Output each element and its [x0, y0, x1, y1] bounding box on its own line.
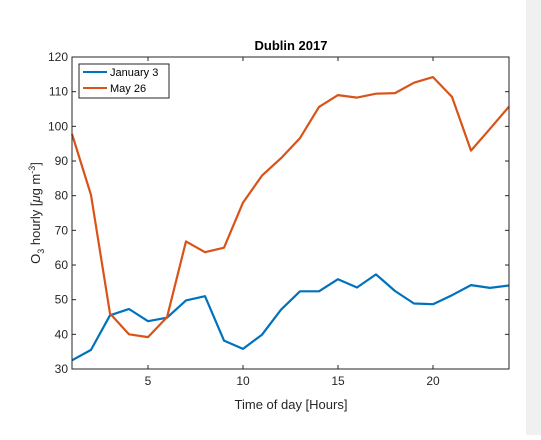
legend-box: [78, 63, 170, 99]
y-tick-label-50: 50: [55, 293, 69, 307]
y-tick-label-100: 100: [48, 119, 68, 133]
y-tick-label-60: 60: [55, 258, 69, 272]
legend-label-january-3: January 3: [110, 67, 158, 79]
y-label-subscript: 3: [36, 249, 46, 254]
y-label-suffix: ]: [28, 162, 43, 166]
x-axis-tick-labels: 5 10 15 20: [145, 374, 440, 388]
y-axis-label: O3 hourly [μg m-3]: [27, 162, 46, 264]
y-tick-label-30: 30: [55, 362, 69, 376]
x-tick-label-15: 15: [331, 374, 345, 388]
window-edge-strip: [526, 0, 541, 435]
y-label-middle: hourly [: [28, 202, 43, 249]
legend: January 3 May 26: [78, 63, 170, 99]
y-label-superscript: -3: [27, 166, 37, 174]
plot-frame: [71, 56, 510, 370]
chart-title: Dublin 2017: [255, 38, 328, 53]
series-line-january-3: [71, 273, 510, 362]
y-tick-label-70: 70: [55, 223, 69, 237]
y-label-prefix: O: [28, 254, 43, 264]
series-line-may-26: [70, 75, 510, 339]
y-label-mu: μ: [28, 195, 43, 203]
y-tick-label-120: 120: [48, 50, 68, 64]
legend-label-may-26: May 26: [110, 83, 146, 95]
x-tick-label-5: 5: [145, 374, 152, 388]
x-tick-label-20: 20: [426, 374, 440, 388]
y-tick-label-90: 90: [55, 154, 69, 168]
y-axis-tick-labels: 30 40 50 60 70 80 90 100 110 120: [48, 50, 68, 376]
x-axis-label: Time of day [Hours]: [235, 397, 348, 412]
y-label-unit: g m: [28, 174, 43, 196]
y-tick-label-110: 110: [49, 85, 68, 99]
plot-area: [72, 57, 509, 369]
series-lines: [70, 75, 510, 362]
y-tick-label-40: 40: [55, 327, 69, 341]
x-tick-label-10: 10: [236, 374, 250, 388]
y-tick-label-80: 80: [55, 189, 69, 203]
